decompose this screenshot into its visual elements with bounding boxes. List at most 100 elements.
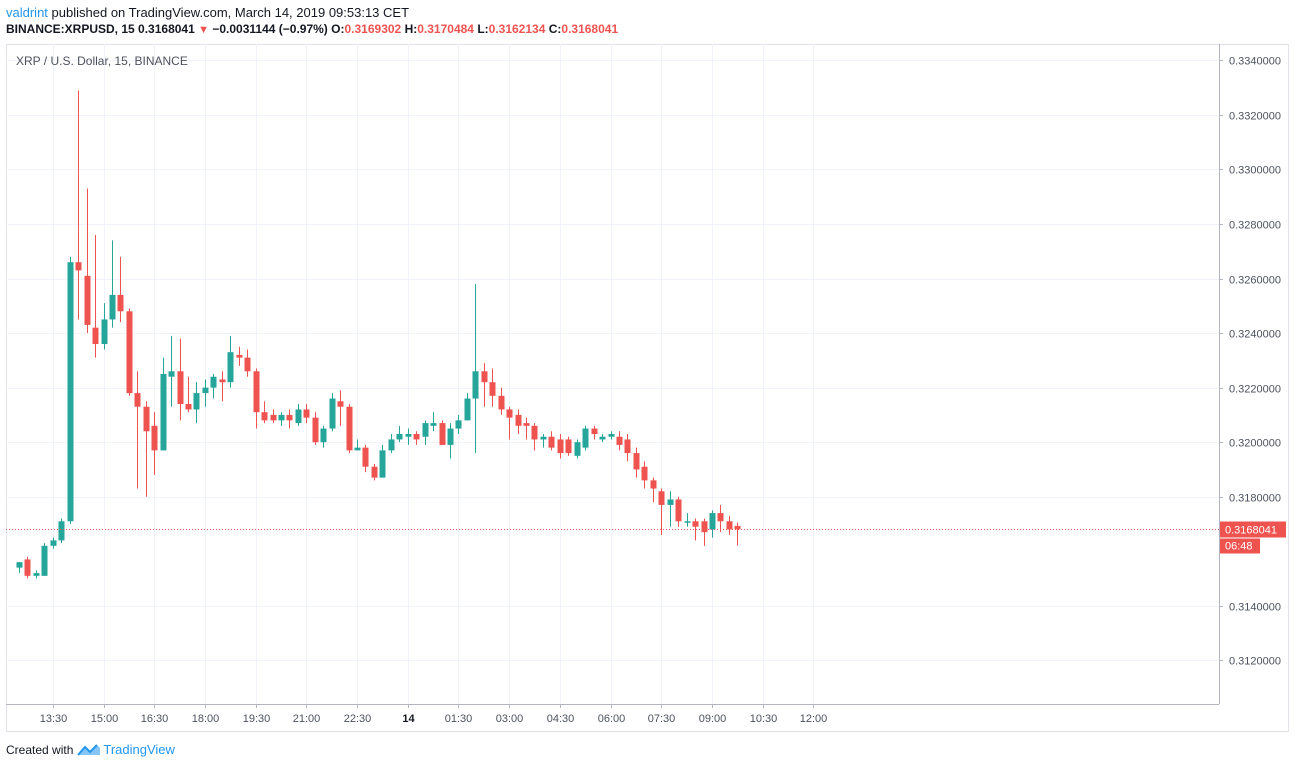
candle-body: [582, 428, 589, 448]
candle-body: [540, 436, 547, 440]
tradingview-brand[interactable]: TradingView: [103, 742, 175, 757]
candle-body: [599, 436, 606, 440]
countdown-tag: [1220, 538, 1260, 554]
candle-body: [709, 513, 716, 530]
candle-body: [286, 414, 293, 421]
x-tick-label: 13:30: [40, 713, 68, 725]
candle-body: [430, 423, 437, 426]
candle-body: [320, 428, 327, 443]
x-tick-label: 18:00: [192, 713, 220, 725]
x-tick-label: 09:00: [699, 713, 727, 725]
candle-body: [143, 406, 150, 432]
x-tick-label: 04:30: [547, 713, 575, 725]
candle-body: [726, 521, 733, 530]
candle-body: [565, 439, 572, 454]
candle-body: [185, 404, 192, 410]
low-value: 0.3162134: [488, 22, 546, 36]
candle-body: [548, 436, 555, 448]
candle-body: [193, 393, 200, 410]
y-tick-label: 0.3300000: [1229, 165, 1281, 177]
candle-body: [498, 395, 505, 410]
candle-body: [67, 262, 74, 522]
candle-body: [126, 311, 133, 394]
symbol-interval: BINANCE:XRPUSD, 15: [6, 22, 135, 36]
candle-body: [236, 354, 243, 358]
x-tick-label: 01:30: [445, 713, 473, 725]
low-label: L:: [477, 22, 489, 36]
candle-body: [616, 436, 623, 445]
last-price: 0.3168041: [138, 22, 195, 36]
candle-body: [92, 327, 99, 344]
footer: Created with TradingView: [6, 742, 175, 757]
published-text: published on TradingView.com, March 14, …: [51, 5, 410, 20]
candle-body: [109, 294, 116, 320]
candle-body: [101, 319, 108, 344]
countdown-tag-label: 06:48: [1225, 541, 1253, 553]
candlestick-chart[interactable]: 0.3168041 06:48 0.3340000 0.3320000 0.33000…: [6, 44, 1289, 732]
candle-body: [557, 439, 564, 454]
candle-body: [667, 499, 674, 505]
candle-body: [337, 401, 344, 407]
candle-body: [633, 453, 640, 470]
high-value: 0.3170484: [417, 22, 474, 36]
candle-body: [261, 412, 268, 421]
candle-body: [244, 357, 251, 372]
candle-body: [472, 371, 479, 399]
candle-body: [253, 371, 260, 413]
candle-body: [675, 499, 682, 522]
candle-body: [464, 398, 471, 421]
y-tick-label: 0.3180000: [1229, 493, 1281, 505]
candle-body: [422, 423, 429, 437]
candle-body: [515, 414, 522, 426]
candle-body: [33, 573, 40, 576]
candle-body: [734, 525, 741, 530]
x-tick-label: 07:30: [648, 713, 676, 725]
candle-body: [50, 540, 57, 546]
chart-area[interactable]: 0.3168041 06:48 0.3340000 0.3320000 0.33000…: [6, 44, 1289, 732]
x-tick-label: 03:00: [496, 713, 524, 725]
candle-body: [168, 371, 175, 377]
candle-body: [608, 434, 615, 437]
candle-body: [151, 425, 158, 451]
candles: [16, 90, 741, 579]
candle-body: [701, 521, 708, 533]
y-tick-label: 0.3280000: [1229, 220, 1281, 232]
candle-body: [717, 513, 724, 522]
last-price-tag: [1220, 521, 1286, 538]
publish-info: valdrint published on TradingView.com, M…: [6, 5, 409, 20]
candle-body: [388, 439, 395, 451]
candle-body: [160, 374, 167, 451]
candle-body: [591, 428, 598, 434]
candle-body: [84, 275, 91, 325]
candle-body: [692, 521, 699, 527]
ohlc-bar: BINANCE:XRPUSD, 15 0.3168041 ▼ −0.003114…: [6, 22, 618, 36]
author-link[interactable]: valdrint: [6, 5, 48, 20]
price-change: −0.0031144 (−0.97%): [212, 22, 328, 36]
open-value: 0.3169302: [344, 22, 402, 36]
candle-body: [58, 521, 65, 541]
close-value: 0.3168041: [561, 22, 619, 36]
candle-body: [295, 409, 302, 424]
y-tick-label: 0.3140000: [1229, 602, 1281, 614]
candle-body: [312, 417, 319, 443]
grid-lines: [6, 44, 1219, 704]
x-tick-label: 14: [402, 713, 415, 725]
high-label: H:: [404, 22, 418, 36]
candle-body: [24, 559, 31, 576]
candle-body: [413, 434, 420, 440]
candle-body: [439, 423, 446, 445]
candle-body: [523, 423, 530, 426]
y-tick-label: 0.3260000: [1229, 275, 1281, 287]
axes: 0.3340000 0.3320000 0.3300000 0.3280000 0.32…: [6, 44, 1281, 725]
candle-body: [219, 379, 226, 383]
candle-body: [16, 562, 23, 568]
candle-body: [396, 434, 403, 440]
candle-body: [506, 409, 513, 418]
x-tick-label: 22:30: [344, 713, 372, 725]
candle-body: [447, 428, 454, 445]
candle-body: [227, 352, 234, 383]
candle-body: [117, 294, 124, 312]
last-price-tag-label: 0.3168041: [1225, 525, 1277, 537]
candle-body: [270, 414, 277, 421]
candle-body: [75, 262, 82, 271]
